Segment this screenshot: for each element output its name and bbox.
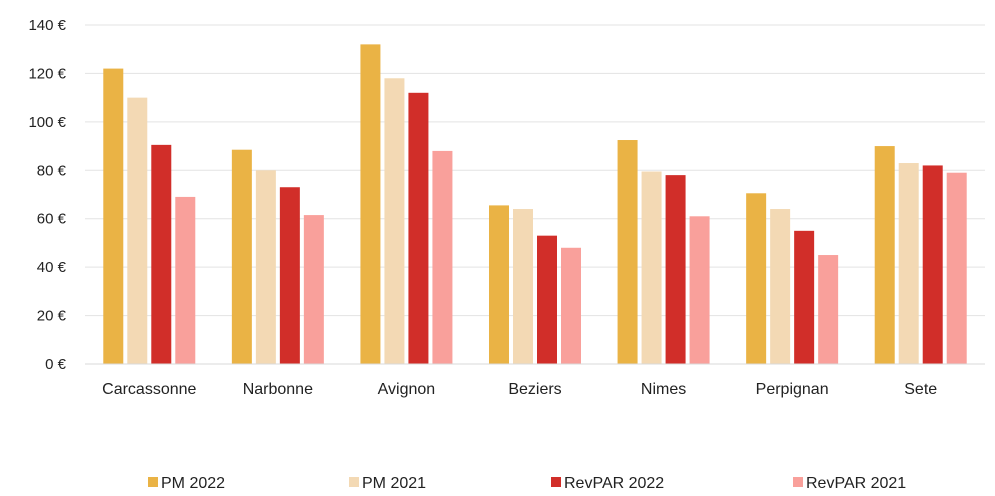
bar xyxy=(818,255,839,364)
x-category-label: Narbonne xyxy=(243,381,313,398)
legend-swatch xyxy=(551,477,561,487)
bar xyxy=(561,247,581,364)
bar xyxy=(874,146,895,364)
y-tick-label: 140 € xyxy=(28,17,66,34)
x-category-label: Perpignan xyxy=(756,381,829,398)
y-tick-label: 80 € xyxy=(37,162,67,179)
bar-series xyxy=(103,44,967,365)
legend-swatch xyxy=(349,477,359,487)
legend-swatch xyxy=(148,477,158,487)
legend-swatch xyxy=(793,477,803,487)
bar xyxy=(255,170,276,364)
x-category-label: Avignon xyxy=(378,381,436,398)
bar xyxy=(513,209,533,364)
bar xyxy=(946,172,967,364)
bar xyxy=(432,150,453,364)
x-category-label: Carcassonne xyxy=(102,381,196,398)
bar xyxy=(303,215,324,364)
y-tick-label: 40 € xyxy=(37,259,67,276)
legend-label: RevPAR 2021 xyxy=(806,475,906,492)
bar xyxy=(279,187,300,364)
bar xyxy=(489,205,509,364)
legend-label: PM 2021 xyxy=(362,475,426,492)
bar xyxy=(360,44,381,364)
y-tick-label: 20 € xyxy=(37,308,67,325)
bar xyxy=(689,216,710,364)
bar xyxy=(127,97,148,365)
y-axis-tick-labels: 0 € 20 € 40 € 60 € 80 € 100 € 120 € 140 € xyxy=(28,17,66,373)
y-tick-label: 0 € xyxy=(45,356,67,373)
bar xyxy=(151,144,172,364)
bar xyxy=(794,230,815,364)
bar xyxy=(408,92,429,365)
bar xyxy=(617,140,638,364)
bar xyxy=(175,196,196,364)
bar xyxy=(103,68,124,364)
bar xyxy=(922,165,943,364)
y-tick-label: 60 € xyxy=(37,211,67,228)
legend: PM 2022 PM 2021 RevPAR 2022 RevPAR 2021 xyxy=(148,475,906,492)
bar xyxy=(231,149,252,364)
legend-label: RevPAR 2022 xyxy=(564,475,664,492)
x-category-label: Beziers xyxy=(508,381,561,398)
bar xyxy=(770,209,791,364)
y-tick-label: 100 € xyxy=(28,114,66,131)
bar xyxy=(898,163,919,364)
bar xyxy=(537,235,557,364)
x-axis-category-labels: Carcassonne Narbonne Avignon Beziers Nimes Pe… xyxy=(102,381,937,398)
legend-label: PM 2022 xyxy=(161,475,225,492)
x-category-label: Sete xyxy=(904,381,937,398)
y-tick-label: 120 € xyxy=(28,65,66,82)
bar xyxy=(384,78,405,365)
gridlines xyxy=(85,24,985,317)
bar xyxy=(746,193,767,364)
bar xyxy=(665,175,686,364)
x-category-label: Nimes xyxy=(641,381,686,398)
bar xyxy=(641,171,662,364)
